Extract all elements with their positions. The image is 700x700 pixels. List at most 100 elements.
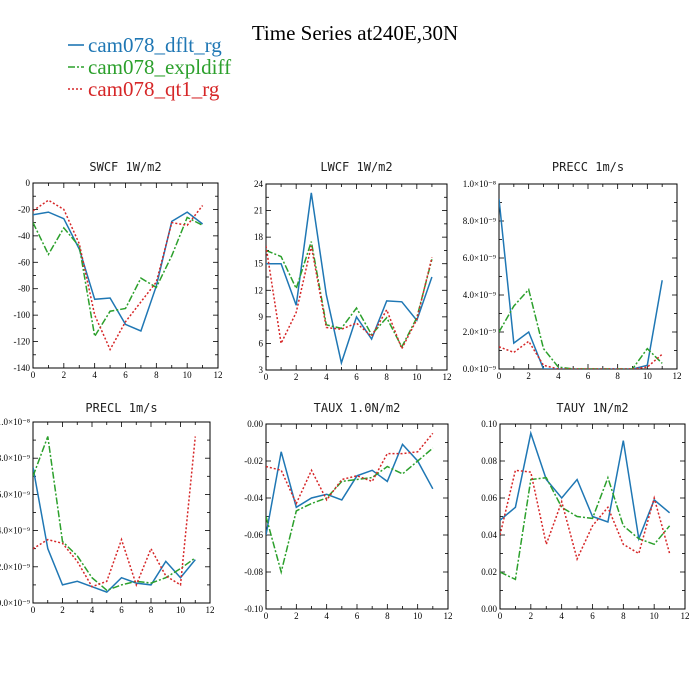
series-line-cam078_qt1_rg	[500, 469, 671, 562]
panel-title: LWCF 1W/m2	[320, 160, 392, 174]
series-line-cam078_dflt_rg	[266, 192, 433, 366]
y-tick-label: -0.02	[244, 456, 263, 466]
x-tick-label: 12	[206, 605, 215, 615]
series-line-cam078_expldiff	[33, 216, 203, 339]
x-tick-label: 12	[214, 370, 223, 380]
series-line-cam078_expldiff	[499, 287, 663, 369]
legend-label: cam078_qt1_rg	[88, 77, 220, 101]
x-tick-label: 4	[90, 605, 95, 615]
y-tick-label: 0.0×10⁻⁹	[463, 364, 496, 374]
plot-frame	[32, 182, 219, 369]
series-line-cam078_expldiff	[33, 436, 196, 592]
x-tick-label: 2	[294, 372, 299, 382]
y-tick-label: -140	[14, 363, 31, 373]
y-tick-label: 0.04	[481, 530, 497, 540]
y-tick-label: 2.0×10⁻⁹	[0, 562, 30, 572]
y-tick-label: 18	[254, 232, 264, 242]
figure-title: Time Series at240E,30N	[252, 21, 458, 45]
x-tick-label: 12	[673, 371, 682, 381]
series-line-cam078_dflt_rg	[266, 443, 434, 536]
x-tick-label: 6	[119, 605, 124, 615]
legend-label: cam078_dflt_rg	[88, 33, 222, 57]
y-tick-label: 21	[254, 206, 263, 216]
y-tick-label: 8.0×10⁻⁹	[463, 216, 496, 226]
x-tick-label: 6	[590, 611, 595, 621]
series-line-cam078_dflt_rg	[33, 467, 196, 593]
x-tick-label: 8	[149, 605, 154, 615]
series-line-cam078_expldiff	[500, 475, 671, 581]
chart-panel: TAUY 1N/m2 0 2 4 6 8 10 12 0.00 0.02 0.04 0.06 0.08 0…	[481, 401, 689, 621]
y-tick-label: 0.00	[247, 419, 263, 429]
x-tick-label: 0	[498, 611, 503, 621]
y-tick-label: -40	[18, 231, 30, 241]
x-tick-label: 2	[526, 371, 531, 381]
x-tick-label: 10	[183, 370, 193, 380]
x-tick-label: 4	[559, 611, 564, 621]
panel-title: PRECL 1m/s	[85, 401, 157, 415]
x-tick-label: 4	[324, 611, 329, 621]
legend-label: cam078_expldiff	[88, 55, 231, 79]
series-line-cam078_qt1_rg	[33, 436, 197, 588]
y-tick-label: 0.02	[481, 567, 497, 577]
series-line-cam078_qt1_rg	[33, 199, 204, 352]
panel-title: TAUY 1N/m2	[556, 401, 628, 415]
y-tick-label: -0.04	[244, 493, 263, 503]
x-tick-label: 8	[154, 370, 159, 380]
panel-title: PRECC 1m/s	[552, 160, 624, 174]
x-tick-label: 10	[643, 371, 653, 381]
y-tick-label: 4.0×10⁻⁹	[0, 526, 30, 536]
x-tick-label: 12	[443, 372, 452, 382]
x-tick-label: 6	[354, 372, 359, 382]
plot-frame	[265, 183, 448, 371]
chart-panel: PRECC 1m/s 0 2 4 6 8 10 12 0.0×10⁻⁹ 2.0×10⁻⁹ 4.0×1…	[463, 160, 682, 381]
y-tick-label: -0.10	[244, 604, 263, 614]
y-tick-label: 9	[259, 312, 264, 322]
y-tick-label: 6.0×10⁻⁹	[463, 253, 496, 263]
y-tick-label: 24	[254, 179, 264, 189]
x-tick-label: 12	[681, 611, 690, 621]
y-tick-label: 0.00	[481, 604, 497, 614]
x-tick-label: 8	[385, 611, 390, 621]
x-tick-label: 8	[615, 371, 620, 381]
x-tick-label: 10	[650, 611, 660, 621]
panel-title: SWCF 1W/m2	[89, 160, 161, 174]
x-tick-label: 2	[60, 605, 65, 615]
y-tick-label: 8.0×10⁻⁹	[0, 453, 30, 463]
series-line-cam078_dflt_rg	[33, 211, 204, 333]
y-tick-label: -20	[18, 204, 30, 214]
y-tick-label: 2.0×10⁻⁹	[463, 327, 496, 337]
y-tick-label: 0.0×10⁻⁹	[0, 598, 30, 608]
x-tick-label: 6	[123, 370, 128, 380]
series-line-cam078_qt1_rg	[499, 340, 663, 369]
y-tick-label: -60	[18, 257, 30, 267]
x-tick-label: 12	[444, 611, 453, 621]
chart-panel: PRECL 1m/s 0 2 4 6 8 10 12 0.0×10⁻⁹ 2.0×10⁻⁹ 4.0×1…	[0, 401, 215, 615]
x-tick-label: 10	[412, 372, 422, 382]
plot-frame	[498, 183, 678, 370]
y-tick-label: 0.10	[481, 419, 497, 429]
chart-panel: TAUX 1.0N/m2 0 2 4 6 8 10 12 -0.10 -0.08 -0.06 -0.0…	[244, 401, 452, 621]
x-tick-label: 10	[413, 611, 423, 621]
y-tick-label: -0.06	[244, 530, 263, 540]
x-tick-label: 6	[355, 611, 360, 621]
y-tick-label: 6	[259, 338, 264, 348]
x-tick-label: 4	[92, 370, 97, 380]
plot-frame	[265, 423, 449, 610]
y-tick-label: -120	[14, 337, 31, 347]
y-tick-label: 12	[254, 285, 263, 295]
legend: cam078_dflt_rgcam078_expldiffcam078_qt1_…	[68, 33, 231, 101]
x-tick-label: 0	[31, 370, 36, 380]
chart-panels: SWCF 1W/m20 2 4 6 8 10 12-140-120-100-80-60-40…	[0, 160, 690, 621]
panel-title: TAUX 1.0N/m2	[314, 401, 401, 415]
x-tick-label: 10	[176, 605, 186, 615]
x-tick-label: 0	[497, 371, 502, 381]
x-tick-label: 6	[586, 371, 591, 381]
y-tick-label: -0.08	[244, 567, 263, 577]
y-tick-label: 15	[254, 259, 264, 269]
y-tick-label: 4.0×10⁻⁹	[463, 290, 496, 300]
y-tick-label: 6.0×10⁻⁹	[0, 489, 30, 499]
x-tick-label: 2	[529, 611, 534, 621]
y-tick-label: 1.0×10⁻⁸	[463, 179, 496, 189]
